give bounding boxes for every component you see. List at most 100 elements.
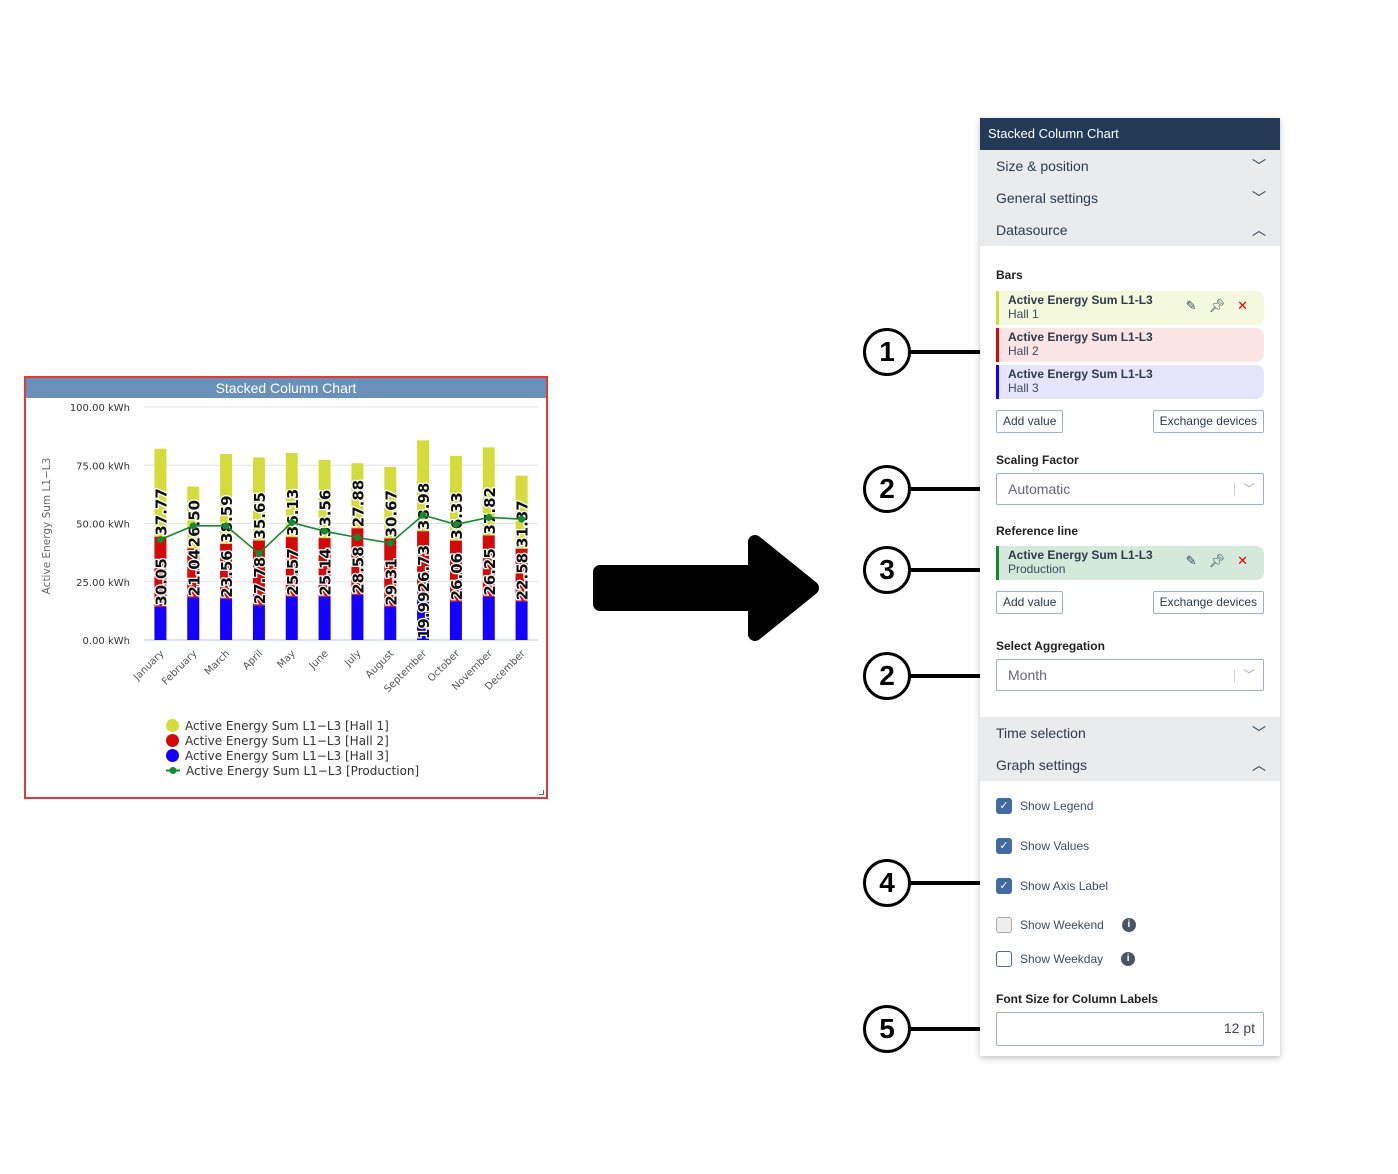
production-point bbox=[255, 550, 263, 558]
x-tick-label: April bbox=[241, 648, 265, 672]
legend-item-hall3[interactable]: Active Energy Sum L1−L3 [Hall 3] bbox=[166, 748, 419, 763]
section-label: Datasource bbox=[996, 222, 1068, 238]
chevron-down-icon: ﹀ bbox=[1242, 482, 1255, 496]
bar-segment bbox=[154, 606, 167, 640]
info-icon[interactable]: i bbox=[1121, 952, 1136, 966]
aggregation-label: Select Aggregation bbox=[996, 639, 1105, 653]
y-tick-label: 25.00 kWh bbox=[76, 578, 130, 589]
legend-item-hall1[interactable]: Active Energy Sum L1−L3 [Hall 1] bbox=[166, 718, 419, 733]
pencil-icon[interactable]: ✎ bbox=[1185, 553, 1197, 568]
bar-segment bbox=[449, 455, 462, 541]
x-tick-label: May bbox=[275, 648, 297, 670]
section-label: Time selection bbox=[996, 725, 1086, 741]
add-value-button[interactable]: Add value bbox=[996, 591, 1064, 614]
exchange-devices-button[interactable]: Exchange devices bbox=[1152, 410, 1264, 433]
checkbox-label: Show Weekend bbox=[1020, 918, 1104, 932]
data-label: 33.56 bbox=[317, 490, 335, 537]
item-subtitle: Hall 3 bbox=[1008, 381, 1039, 395]
callout-2: 2 bbox=[863, 465, 911, 513]
chart-widget[interactable]: Stacked Column Chart 0.00 kWh 25.00 kWh 50… bbox=[24, 376, 548, 799]
section-label: Graph settings bbox=[996, 757, 1088, 773]
section-size-position[interactable]: Size & position ﹀ bbox=[980, 150, 1280, 182]
bar-segment bbox=[252, 540, 265, 606]
bar-segment bbox=[482, 535, 495, 597]
info-icon[interactable]: i bbox=[1121, 918, 1136, 932]
font-size-input[interactable]: 12 pt bbox=[996, 1012, 1264, 1046]
bar-segment bbox=[220, 543, 233, 599]
chevron-up-icon: ︿ bbox=[1252, 222, 1266, 238]
show-weekday-checkbox[interactable]: Show Weekday i bbox=[996, 951, 1136, 967]
bar-segment bbox=[285, 596, 298, 640]
show-weekend-checkbox[interactable]: Show Weekend i bbox=[996, 917, 1136, 933]
production-point bbox=[353, 533, 361, 541]
item-title: Active Energy Sum L1-L3 bbox=[1008, 367, 1153, 381]
show-values-checkbox[interactable]: ✓ Show Values bbox=[996, 838, 1089, 854]
font-size-label: Font Size for Column Labels bbox=[996, 992, 1159, 1006]
add-value-button[interactable]: Add value bbox=[996, 410, 1064, 433]
section-general-settings[interactable]: General settings ﹀ bbox=[980, 182, 1280, 214]
production-point bbox=[222, 522, 230, 530]
resize-handle[interactable] bbox=[539, 790, 544, 795]
production-point bbox=[386, 539, 394, 547]
close-icon[interactable]: ✕ bbox=[1237, 298, 1248, 313]
scaling-factor-select[interactable]: Automatic ﹀ bbox=[996, 473, 1264, 505]
item-title: Active Energy Sum L1-L3 bbox=[1008, 293, 1153, 307]
checkbox-unchecked[interactable] bbox=[996, 951, 1012, 967]
legend-item-hall2[interactable]: Active Energy Sum L1−L3 [Hall 2] bbox=[166, 733, 419, 748]
bar-segment bbox=[285, 452, 298, 538]
section-graph-settings[interactable]: Graph settings ︿ bbox=[980, 749, 1280, 781]
bar-segment bbox=[417, 531, 430, 594]
bar-segment bbox=[515, 475, 528, 549]
data-label: 27.78 bbox=[251, 557, 269, 604]
bar-segment bbox=[154, 448, 167, 537]
pin-icon[interactable]: 📌︎ bbox=[1208, 553, 1226, 568]
aggregation-select[interactable]: Month ﹀ bbox=[996, 659, 1264, 691]
bar-item-hall1[interactable]: Active Energy Sum L1-L3 Hall 1 ✎ 📌︎ ✕ bbox=[996, 291, 1264, 325]
bar-segment bbox=[351, 463, 364, 529]
select-value: Month bbox=[1008, 667, 1047, 683]
production-point bbox=[518, 515, 526, 523]
legend-label: Active Energy Sum L1−L3 [Hall 3] bbox=[185, 748, 389, 763]
exchange-devices-button[interactable]: Exchange devices bbox=[1152, 591, 1264, 614]
legend-item-production[interactable]: Active Energy Sum L1−L3 [Production] bbox=[166, 763, 419, 778]
data-label: 22.58 bbox=[514, 553, 532, 600]
checkbox-checked[interactable]: ✓ bbox=[996, 878, 1012, 894]
data-label: 35.65 bbox=[251, 492, 269, 539]
bar-segment bbox=[285, 537, 298, 597]
reference-item-production[interactable]: Active Energy Sum L1-L3 Production ✎ 📌︎ ✕ bbox=[996, 546, 1264, 580]
show-legend-checkbox[interactable]: ✓ Show Legend bbox=[996, 798, 1093, 814]
item-title: Active Energy Sum L1-L3 bbox=[1008, 330, 1153, 344]
data-label: 26.73 bbox=[415, 545, 433, 592]
checkbox-label: Show Legend bbox=[1020, 799, 1094, 813]
callout-line bbox=[910, 1027, 990, 1031]
close-icon[interactable]: ✕ bbox=[1237, 553, 1248, 568]
item-subtitle: Production bbox=[1008, 562, 1066, 576]
section-datasource[interactable]: Datasource ︿ bbox=[980, 214, 1280, 246]
production-point bbox=[321, 527, 329, 535]
data-label: 29.31 bbox=[382, 558, 400, 605]
callout-line bbox=[910, 881, 990, 885]
y-tick-label: 50.00 kWh bbox=[76, 520, 130, 531]
data-label: 37.77 bbox=[152, 488, 170, 535]
bar-segment bbox=[482, 447, 495, 536]
bar-item-hall2[interactable]: Active Energy Sum L1-L3 Hall 2 bbox=[996, 328, 1264, 362]
production-point bbox=[156, 536, 164, 544]
checkbox-checked[interactable]: ✓ bbox=[996, 838, 1012, 854]
y-tick-label: 75.00 kWh bbox=[76, 461, 130, 472]
checkbox-checked[interactable]: ✓ bbox=[996, 798, 1012, 814]
callout-line bbox=[910, 350, 990, 354]
data-label: 26.25 bbox=[481, 548, 499, 595]
section-time-selection[interactable]: Time selection ﹀ bbox=[980, 717, 1280, 749]
production-point bbox=[485, 513, 493, 521]
bar-segment bbox=[252, 605, 265, 640]
callout-line bbox=[910, 487, 990, 491]
pin-icon[interactable]: 📌︎ bbox=[1208, 298, 1226, 313]
show-axis-label-checkbox[interactable]: ✓ Show Axis Label bbox=[996, 878, 1108, 894]
bar-segment bbox=[220, 598, 233, 640]
select-value: Automatic bbox=[1008, 481, 1071, 497]
x-tick-label: July bbox=[342, 648, 363, 669]
bar-segment bbox=[417, 440, 430, 532]
pencil-icon[interactable]: ✎ bbox=[1185, 298, 1197, 313]
data-label: 21.04 bbox=[185, 549, 203, 596]
bar-item-hall3[interactable]: Active Energy Sum L1-L3 Hall 3 bbox=[996, 365, 1264, 399]
